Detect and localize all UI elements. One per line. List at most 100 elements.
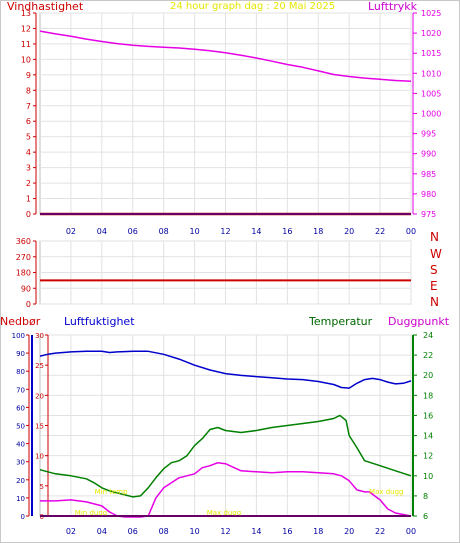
wind-speed-tick-11: 11	[21, 40, 31, 49]
humidity-temp-x-tick-14: 14	[251, 527, 261, 536]
pressure-tick-1010: 1010	[421, 69, 441, 78]
wind-pressure-x-tick-02: 02	[66, 227, 76, 236]
rain-tick-70: 70	[16, 386, 25, 394]
wind-speed-tick-4: 4	[26, 148, 31, 157]
rain-tick-0: 0	[21, 513, 25, 521]
wind-speed-tick-6: 6	[26, 117, 31, 126]
pressure-tick-1005: 1005	[421, 89, 441, 98]
humidity-tick-25: 25	[35, 362, 44, 370]
wind-pressure-x-tick-22: 22	[375, 227, 385, 236]
temperature-tick-10: 10	[423, 472, 433, 481]
pressure-tick-980: 980	[421, 190, 436, 199]
wind-pressure-x-tick-16: 16	[282, 227, 292, 236]
rain-tick-100: 100	[12, 332, 25, 340]
compass-label-s: S	[430, 263, 438, 277]
wind-pressure-x-tick-00: 00	[406, 227, 416, 236]
wind-pressure-x-tick-18: 18	[313, 227, 323, 236]
annotation-3: Max dugg	[369, 488, 403, 496]
rain-tick-80: 80	[16, 368, 25, 376]
compass-label-w: W	[430, 247, 442, 261]
direction-tick-270: 270	[16, 253, 31, 262]
humidity-label: Luftfuktighet	[64, 315, 135, 328]
pressure-tick-995: 995	[421, 130, 436, 139]
annotation-1: Min dugg	[75, 509, 107, 517]
direction-tick-360: 360	[16, 237, 31, 246]
pressure-label: Lufttrykk	[368, 0, 417, 13]
wind-pressure-x-tick-20: 20	[344, 227, 354, 236]
rain-tick-90: 90	[16, 350, 25, 358]
rain-tick-10: 10	[16, 495, 25, 503]
annotation-0: Min temp	[95, 488, 129, 496]
wind-speed-tick-5: 5	[26, 133, 31, 142]
temperature-tick-14: 14	[423, 432, 433, 441]
rain-tick-20: 20	[16, 477, 25, 485]
direction-tick-90: 90	[21, 284, 31, 293]
humidity-tick-20: 20	[35, 392, 44, 400]
temperature-tick-22: 22	[423, 351, 433, 360]
rain-tick-30: 30	[16, 459, 25, 467]
wind-speed-tick-3: 3	[26, 164, 31, 173]
wind-speed-tick-8: 8	[26, 86, 31, 95]
pressure-tick-1025: 1025	[421, 9, 441, 18]
temperature-tick-20: 20	[423, 371, 433, 380]
humidity-temp-x-tick-06: 06	[128, 527, 138, 536]
direction-tick-180: 180	[16, 269, 31, 278]
pressure-tick-1020: 1020	[421, 29, 441, 38]
graph-title: 24 hour graph dag : 20 Mai 2025	[170, 1, 336, 12]
pressure-tick-985: 985	[421, 170, 436, 179]
humidity-temp-x-tick-16: 16	[282, 527, 292, 536]
humidity-temp-x-tick-00: 00	[406, 527, 416, 536]
humidity-tick-5: 5	[40, 483, 44, 491]
wind-speed-tick-2: 2	[26, 179, 31, 188]
series-lufttrykk-line	[39, 30, 412, 83]
compass-label-n: N	[430, 295, 439, 309]
temperature-label: Temperatur	[309, 315, 373, 328]
pressure-tick-1015: 1015	[421, 49, 441, 58]
wind-speed-label: Vindhastighet	[7, 0, 84, 13]
temperature-tick-18: 18	[423, 391, 433, 400]
pressure-tick-975: 975	[421, 210, 436, 219]
humidity-temp-x-tick-10: 10	[189, 527, 199, 536]
series-luftfuktighet-line	[39, 350, 412, 389]
wind-speed-tick-1: 1	[26, 195, 31, 204]
series-temperatur-line	[39, 414, 412, 498]
humidity-tick-15: 15	[35, 423, 44, 431]
temperature-tick-16: 16	[423, 411, 433, 420]
rain-tick-50: 50	[16, 423, 25, 431]
annotation-2: Max dugg	[207, 509, 241, 517]
wind-speed-tick-0: 0	[26, 210, 31, 219]
humidity-temp-x-tick-12: 12	[220, 527, 230, 536]
dewpoint-label: Duggpunkt	[388, 315, 450, 328]
temperature-tick-12: 12	[423, 452, 433, 461]
compass-label-n: N	[430, 230, 439, 244]
wind-pressure-x-tick-10: 10	[189, 227, 199, 236]
pressure-tick-990: 990	[421, 150, 436, 159]
temperature-tick-8: 8	[423, 492, 428, 501]
humidity-tick-30: 30	[35, 332, 44, 340]
humidity-temp-x-tick-04: 04	[97, 527, 107, 536]
wind-speed-tick-9: 9	[26, 71, 31, 80]
wind-speed-tick-13: 13	[21, 9, 31, 18]
humidity-temp-x-tick-22: 22	[375, 527, 385, 536]
humidity-tick-10: 10	[35, 453, 44, 461]
wind-pressure-x-tick-04: 04	[97, 227, 107, 236]
compass-label-e: E	[430, 279, 438, 293]
pressure-tick-1000: 1000	[421, 110, 441, 119]
wind-pressure-x-tick-08: 08	[159, 227, 169, 236]
wind-speed-tick-10: 10	[21, 55, 31, 64]
wind-pressure-x-tick-06: 06	[128, 227, 138, 236]
humidity-temp-x-tick-20: 20	[344, 527, 354, 536]
wind-pressure-x-tick-12: 12	[220, 227, 230, 236]
rain-label: Nedbør	[0, 315, 41, 328]
wind-pressure-x-tick-14: 14	[251, 227, 261, 236]
temperature-tick-24: 24	[423, 331, 433, 340]
temperature-tick-6: 6	[423, 512, 428, 521]
direction-tick-0: 0	[26, 300, 31, 309]
rain-tick-60: 60	[16, 404, 25, 412]
rain-tick-40: 40	[16, 441, 25, 449]
humidity-temp-x-tick-08: 08	[159, 527, 169, 536]
wind-speed-tick-7: 7	[26, 102, 31, 111]
wind-speed-tick-12: 12	[21, 24, 31, 33]
humidity-temp-x-tick-02: 02	[66, 527, 76, 536]
